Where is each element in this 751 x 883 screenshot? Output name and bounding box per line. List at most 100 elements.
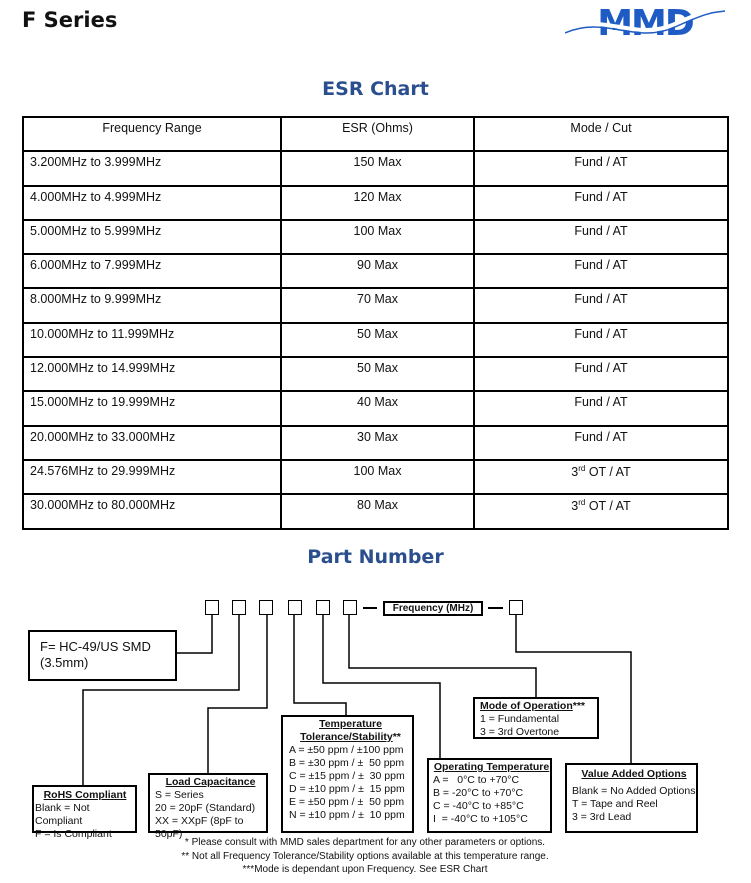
mode-option: 1 = Fundamental (480, 713, 560, 725)
value-added-options-box: Value Added Options Blank = No Added Opt… (565, 763, 698, 833)
temp-tol-option: N = ±10 ppm / ± 10 ppm (289, 809, 405, 821)
esr-cell: 70 Max (280, 287, 475, 324)
temp-tol-option: D = ±10 ppm / ± 15 ppm (289, 783, 405, 795)
mode-option: 3 = 3rd Overtone (480, 726, 560, 738)
op-temp-option: A = 0°C to +70°C (433, 774, 520, 786)
table-row: 6.000MHz to 7.999MHz 90 Max Fund / AT (22, 253, 729, 290)
table-row: 12.000MHz to 14.999MHz 50 Max Fund / AT (22, 356, 729, 393)
mode-cell: 3rd OT / AT (473, 493, 729, 530)
frequency-range-cell: 5.000MHz to 5.999MHz (22, 218, 282, 256)
frequency-range-cell: 15.000MHz to 19.999MHz (22, 390, 282, 427)
esr-chart-title: ESR Chart (322, 78, 429, 100)
op-temp-option: C = -40°C to +85°C (433, 800, 524, 812)
column-header: ESR (Ohms) (280, 115, 475, 153)
frequency-range-cell: 10.000MHz to 11.999MHz (22, 321, 282, 359)
temp-tol-title: Temperature (319, 718, 382, 730)
page-title: F Series (22, 8, 118, 32)
footnote: ** Not all Frequency Tolerance/Stability… (181, 850, 549, 862)
package-line: F= HC-49/US SMD (40, 639, 151, 654)
mode-cell: Fund / AT (473, 218, 729, 256)
rohs-option: F = Is Compliant (35, 828, 112, 840)
vao-option: Blank = No Added Options (572, 785, 696, 797)
table-row: 4.000MHz to 4.999MHz 120 Max Fund / AT (22, 184, 729, 221)
vao-option: 3 = 3rd Lead (572, 811, 632, 823)
esr-cell: 150 Max (280, 150, 475, 187)
part-code-slot-6 (343, 600, 357, 615)
esr-cell: 80 Max (280, 493, 475, 530)
package-line: (3.5mm) (40, 655, 89, 670)
operating-temperature-box: Operating Temperature A = 0°C to +70°C B … (427, 758, 552, 833)
mode-cell: Fund / AT (473, 321, 729, 359)
frequency-range-cell: 8.000MHz to 9.999MHz (22, 287, 282, 324)
load-option: 20 = 20pF (Standard) (155, 802, 256, 814)
frequency-range-cell: 4.000MHz to 4.999MHz (22, 184, 282, 221)
part-code-slot-5 (316, 600, 330, 615)
vao-option: T = Tape and Reel (572, 798, 658, 810)
ordinal-suffix: rd (578, 498, 586, 508)
esr-cell: 40 Max (280, 390, 475, 427)
esr-cell: 30 Max (280, 424, 475, 461)
rohs-title: RoHS Compliant (43, 789, 127, 801)
column-header: Frequency Range (22, 115, 282, 153)
mode-cell: Fund / AT (473, 253, 729, 290)
esr-table: Frequency Range ESR (Ohms) Mode / Cut 3.… (22, 115, 729, 530)
footnote: * Please consult with MMD sales departme… (184, 837, 546, 848)
table-header-row: Frequency Range ESR (Ohms) Mode / Cut (22, 115, 729, 153)
esr-cell: 90 Max (280, 253, 475, 290)
esr-cell: 100 Max (280, 458, 475, 496)
temp-tol-option: B = ±30 ppm / ± 50 ppm (289, 757, 405, 769)
mode-text: OT / AT (585, 499, 631, 514)
table-row: 10.000MHz to 11.999MHz 50 Max Fund / AT (22, 321, 729, 359)
rohs-box: RoHS Compliant Blank = Not Compliant F =… (32, 785, 137, 840)
part-code-slot-4 (288, 600, 302, 615)
load-title: Load Capacitance (165, 776, 256, 788)
part-code-slot-1 (205, 600, 219, 615)
package-box: F= HC-49/US SMD (3.5mm) (28, 630, 177, 681)
table-row: 15.000MHz to 19.999MHz 40 Max Fund / AT (22, 390, 729, 427)
temp-tol-option: A = ±50 ppm / ±100 ppm (289, 744, 404, 756)
vao-title: Value Added Options (581, 768, 687, 780)
temp-tol-option: C = ±15 ppm / ± 30 ppm (289, 770, 405, 782)
rohs-option: Blank = Not Compliant (35, 802, 90, 827)
footnotes: * Please consult with MMD sales departme… (0, 836, 730, 877)
mode-cell: Fund / AT (473, 390, 729, 427)
table-row: 5.000MHz to 5.999MHz 100 Max Fund / AT (22, 218, 729, 256)
esr-cell: 100 Max (280, 218, 475, 256)
part-number-title: Part Number (307, 546, 444, 568)
footnote-mark: ** (392, 731, 401, 743)
esr-cell: 50 Max (280, 321, 475, 359)
mode-cell: 3rd OT / AT (473, 458, 729, 496)
mode-cell: Fund / AT (473, 356, 729, 393)
mode-cell: Fund / AT (473, 424, 729, 461)
frequency-range-cell: 3.200MHz to 3.999MHz (22, 150, 282, 187)
ordinal-suffix: rd (578, 463, 586, 473)
mmd-logo: MMD (565, 3, 725, 42)
table-row: 8.000MHz to 9.999MHz 70 Max Fund / AT (22, 287, 729, 324)
mode-of-operation-box: Mode of Operation*** 1 = Fundamental 3 =… (473, 697, 599, 739)
footnote-mark: *** (572, 700, 586, 712)
frequency-range-cell: 6.000MHz to 7.999MHz (22, 253, 282, 290)
footnote: ***Mode is dependant upon Frequency. See… (242, 864, 488, 875)
frequency-range-cell: 20.000MHz to 33.000MHz (22, 424, 282, 461)
mode-title: Mode of Operation (480, 700, 573, 712)
frequency-box: Frequency (MHz) (383, 601, 483, 616)
mode-text: OT / AT (585, 465, 631, 480)
part-code-slot-3 (259, 600, 273, 615)
table-row: 24.576MHz to 29.999MHz 100 Max 3rd OT / AT (22, 458, 729, 496)
temp-tol-title: Tolerance/Stability (300, 731, 393, 743)
mode-cell: Fund / AT (473, 150, 729, 187)
op-temp-option: I = -40°C to +105°C (433, 813, 528, 825)
op-temp-title: Operating Temperature (433, 761, 550, 773)
frequency-range-cell: 12.000MHz to 14.999MHz (22, 356, 282, 393)
mode-cell: Fund / AT (473, 184, 729, 221)
frequency-range-cell: 24.576MHz to 29.999MHz (22, 458, 282, 496)
load-capacitance-box: Load Capacitance S = Series 20 = 20pF (S… (148, 773, 268, 840)
column-header: Mode / Cut (473, 115, 729, 153)
frequency-range-cell: 30.000MHz to 80.000MHz (22, 493, 282, 530)
temp-tol-option: E = ±50 ppm / ± 50 ppm (289, 796, 405, 808)
mode-number: 3 (571, 499, 579, 514)
op-temp-option: B = -20°C to +70°C (433, 787, 524, 799)
load-option: XX = XXpF (8pF to 50pF) (155, 815, 244, 840)
table-row: 30.000MHz to 80.000MHz 80 Max 3rd OT / AT (22, 493, 729, 530)
